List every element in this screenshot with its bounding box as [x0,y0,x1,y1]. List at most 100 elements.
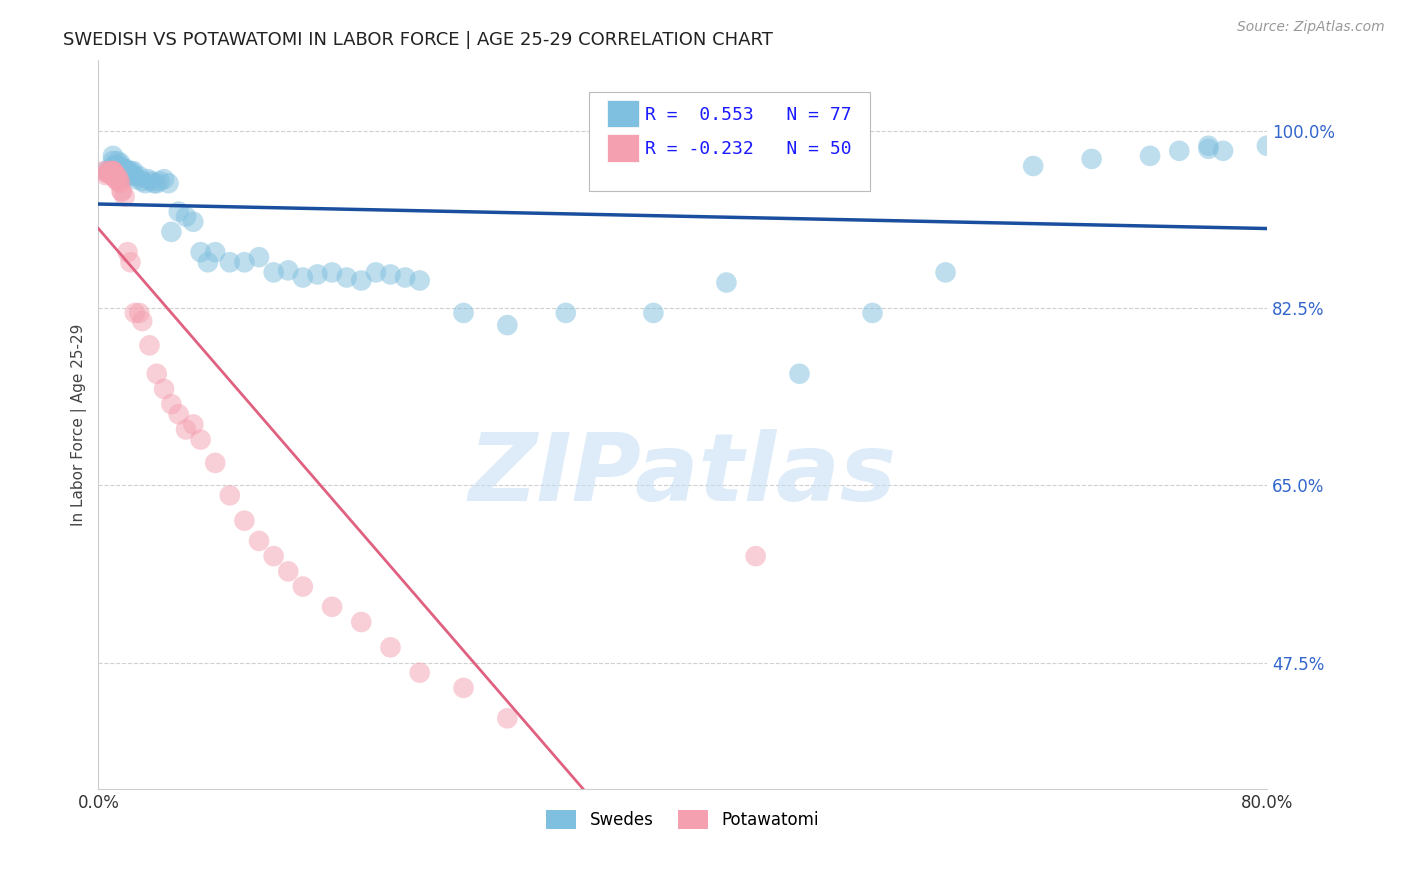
Point [98,167,121,181]
Point [218,488,240,502]
Point [935,265,957,279]
Point [233,514,256,528]
Point [167,407,190,421]
Point [862,306,884,320]
Point [131,174,153,188]
Point [104,169,127,183]
Point [153,382,176,396]
Point [1212,144,1234,158]
Point [1080,152,1102,166]
Point [149,174,172,188]
Point [153,172,176,186]
Point [105,159,128,173]
Point [350,615,373,629]
Text: R =  0.553   N = 77: R = 0.553 N = 77 [645,105,852,124]
Point [134,176,156,190]
Point [181,215,204,229]
Point [101,164,124,178]
Point [157,176,180,190]
Point [104,172,127,186]
Text: SWEDISH VS POTAWATOMI IN LABOR FORCE | AGE 25-29 CORRELATION CHART: SWEDISH VS POTAWATOMI IN LABOR FORCE | A… [63,31,773,49]
Point [291,270,314,285]
Point [114,162,136,177]
Point [104,159,127,173]
Text: R = -0.232   N = 50: R = -0.232 N = 50 [645,140,852,158]
Point [111,185,134,199]
Point [120,168,142,182]
Point [110,164,132,178]
Point [453,681,475,695]
Point [380,640,402,655]
Point [496,711,519,725]
Point [136,172,159,186]
Point [197,255,219,269]
Point [115,166,138,180]
Point [105,174,128,188]
Y-axis label: In Labor Force | Age 25-29: In Labor Force | Age 25-29 [72,323,87,525]
Point [131,314,153,328]
Point [107,172,129,186]
Point [204,245,226,260]
Point [496,318,519,332]
Point [114,164,136,178]
Point [121,166,143,180]
Point [110,159,132,173]
Text: ZIPatlas: ZIPatlas [468,429,897,522]
Point [101,164,124,178]
Point [124,169,146,183]
Point [101,149,124,163]
Point [160,225,183,239]
Point [98,166,121,180]
Point [204,456,226,470]
Point [110,156,132,170]
Point [124,306,146,320]
Point [409,665,432,680]
Point [101,153,124,168]
FancyBboxPatch shape [606,100,640,128]
Point [146,176,169,190]
Point [1168,144,1191,158]
Point [100,164,122,178]
FancyBboxPatch shape [589,93,869,191]
Point [139,174,162,188]
Point [167,204,190,219]
Point [160,397,183,411]
Point [190,245,212,260]
FancyBboxPatch shape [606,134,640,161]
Point [321,599,343,614]
Point [1198,138,1220,153]
Point [789,367,811,381]
Point [103,169,125,183]
Point [233,255,256,269]
Point [112,166,135,180]
Point [174,210,197,224]
Text: Source: ZipAtlas.com: Source: ZipAtlas.com [1237,20,1385,34]
Point [350,273,373,287]
Point [181,417,204,432]
Point [1256,138,1278,153]
Point [114,189,136,203]
Point [142,176,165,190]
Point [321,265,343,279]
Point [277,565,299,579]
Point [104,164,127,178]
Point [643,306,665,320]
Point [409,273,432,287]
Point [120,255,142,269]
Point [97,164,120,178]
Point [110,164,132,178]
Point [98,164,121,178]
Point [453,306,475,320]
Point [110,176,132,190]
Point [117,169,139,183]
Point [103,166,125,180]
Point [120,164,142,178]
Point [138,338,160,352]
Point [110,161,132,175]
Point [96,166,118,180]
Point [125,172,148,186]
Point [716,276,738,290]
Point [277,263,299,277]
Point [1022,159,1045,173]
Point [101,159,124,173]
